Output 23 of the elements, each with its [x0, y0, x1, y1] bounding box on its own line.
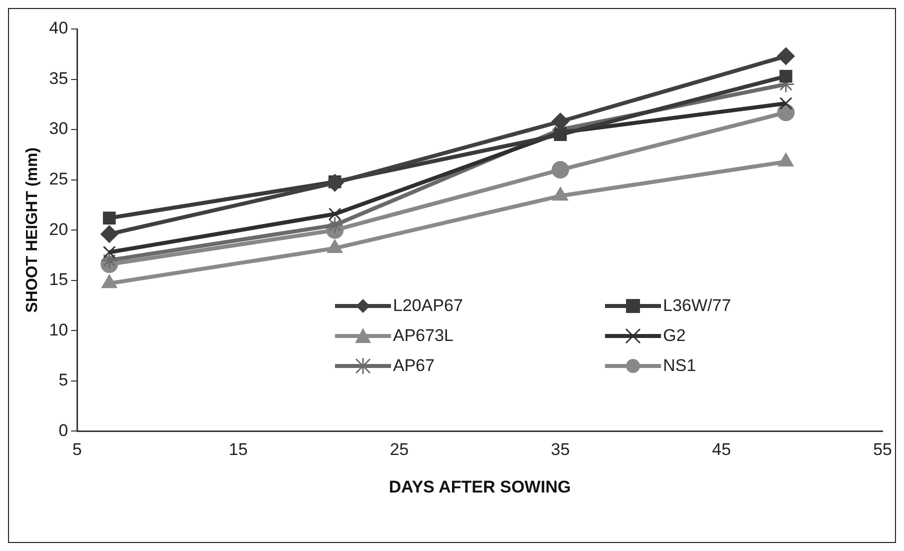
y-tick-label: 25 [49, 170, 68, 189]
y-tick-label: 35 [49, 68, 68, 88]
y-tick-label: 40 [49, 18, 68, 38]
x-tick-label: 45 [712, 440, 731, 460]
y-tick-label: 10 [49, 320, 68, 340]
x-axis-title: DAYS AFTER SOWING [388, 477, 571, 496]
x-tick-label: 15 [228, 440, 248, 460]
y-tick-label: 5 [58, 370, 68, 390]
y-axis-title: SHOOT HEIGHT (mm) [24, 147, 42, 313]
x-tick-label: 25 [390, 440, 409, 460]
legend-label: NS1 [663, 356, 696, 376]
x-tick-label: 5 [72, 440, 82, 460]
legend-label: AP67 [393, 356, 435, 376]
legend-label: G2 [663, 326, 686, 346]
y-tick-label: 30 [49, 119, 68, 138]
y-tick-label: 0 [58, 420, 68, 440]
legend-label: L36W/77 [663, 296, 732, 316]
legend-label: L20AP67 [393, 296, 463, 316]
legend-label: AP673L [393, 326, 454, 346]
x-tick-label: 35 [550, 440, 570, 460]
x-tick-label: 55 [873, 440, 892, 460]
y-tick-label: 20 [49, 220, 68, 239]
y-tick-label: 15 [49, 270, 68, 290]
